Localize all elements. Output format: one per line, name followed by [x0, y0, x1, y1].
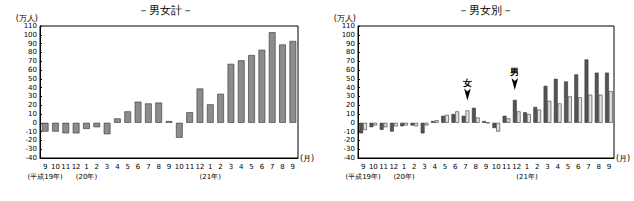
svg-text:3: 3	[229, 163, 233, 171]
svg-text:12: 12	[72, 163, 81, 171]
svg-text:6: 6	[260, 163, 265, 171]
svg-text:60: 60	[346, 66, 355, 74]
svg-text:110: 110	[342, 22, 355, 30]
svg-text:5: 5	[249, 163, 253, 171]
svg-text:(20年): (20年)	[76, 173, 98, 181]
svg-text:4: 4	[555, 163, 560, 171]
svg-text:20: 20	[346, 101, 355, 109]
svg-text:40: 40	[28, 84, 37, 92]
svg-text:4: 4	[239, 163, 244, 171]
svg-text:8: 8	[156, 163, 160, 171]
svg-text:8: 8	[596, 163, 600, 171]
svg-text:70: 70	[28, 57, 37, 65]
svg-text:8: 8	[280, 163, 284, 171]
svg-text:0: 0	[351, 119, 355, 127]
svg-text:(21年): (21年)	[200, 173, 222, 181]
svg-text:30: 30	[346, 92, 355, 100]
svg-text:50: 50	[28, 75, 37, 83]
svg-text:6: 6	[453, 163, 458, 171]
svg-text:100: 100	[342, 31, 355, 39]
svg-text:(万人): (万人)	[333, 13, 356, 23]
svg-text:10: 10	[492, 163, 501, 171]
svg-text:7: 7	[586, 163, 590, 171]
svg-text:12: 12	[512, 163, 521, 171]
svg-text:9: 9	[361, 163, 365, 171]
svg-text:1: 1	[402, 163, 406, 171]
svg-text:2: 2	[218, 163, 222, 171]
svg-text:6: 6	[136, 163, 141, 171]
svg-text:12: 12	[389, 163, 398, 171]
svg-text:－男女計－: －男女計－	[138, 4, 193, 17]
svg-text:4: 4	[433, 163, 438, 171]
svg-text:7: 7	[270, 163, 274, 171]
svg-text:6: 6	[576, 163, 581, 171]
svg-text:10: 10	[51, 163, 60, 171]
svg-text:2: 2	[95, 163, 99, 171]
svg-text:30: 30	[28, 92, 37, 100]
svg-text:1: 1	[208, 163, 212, 171]
svg-text:60: 60	[28, 66, 37, 74]
svg-text:-20: -20	[344, 136, 355, 144]
svg-text:5: 5	[566, 163, 570, 171]
svg-text:110: 110	[24, 22, 37, 30]
svg-text:3: 3	[545, 163, 549, 171]
svg-text:40: 40	[346, 84, 355, 92]
svg-text:(月): (月)	[300, 154, 314, 163]
svg-text:-10: -10	[344, 128, 355, 136]
svg-text:(万人): (万人)	[15, 13, 38, 23]
svg-text:9: 9	[43, 163, 47, 171]
svg-text:(20年): (20年)	[393, 173, 415, 181]
svg-text:9: 9	[291, 163, 295, 171]
svg-text:1: 1	[525, 163, 529, 171]
svg-text:50: 50	[346, 75, 355, 83]
svg-text:90: 90	[346, 40, 355, 48]
svg-text:100: 100	[24, 31, 37, 39]
svg-text:11: 11	[379, 163, 388, 171]
svg-text:11: 11	[61, 163, 70, 171]
svg-text:(平成19年): (平成19年)	[345, 173, 381, 181]
svg-text:(平成19年): (平成19年)	[27, 173, 63, 181]
svg-text:90: 90	[28, 40, 37, 48]
svg-text:7: 7	[463, 163, 467, 171]
svg-text:5: 5	[125, 163, 129, 171]
svg-text:(21年): (21年)	[516, 173, 538, 181]
svg-text:10: 10	[346, 110, 355, 118]
svg-text:10: 10	[28, 110, 37, 118]
svg-text:80: 80	[346, 48, 355, 56]
svg-text:10: 10	[175, 163, 184, 171]
svg-text:-40: -40	[344, 154, 355, 162]
svg-text:3: 3	[422, 163, 426, 171]
svg-text:8: 8	[474, 163, 478, 171]
svg-text:1: 1	[84, 163, 88, 171]
svg-text:7: 7	[146, 163, 150, 171]
svg-text:3: 3	[105, 163, 109, 171]
svg-text:4: 4	[115, 163, 120, 171]
svg-text:(月): (月)	[616, 154, 630, 163]
svg-text:男: 男	[509, 67, 519, 77]
svg-text:-20: -20	[26, 136, 37, 144]
svg-text:80: 80	[28, 48, 37, 56]
svg-text:9: 9	[167, 163, 171, 171]
svg-text:5: 5	[443, 163, 447, 171]
svg-text:11: 11	[502, 163, 511, 171]
svg-text:2: 2	[535, 163, 539, 171]
svg-text:-30: -30	[26, 145, 37, 153]
svg-text:2: 2	[412, 163, 416, 171]
svg-text:9: 9	[484, 163, 488, 171]
svg-text:女: 女	[462, 78, 472, 88]
svg-text:12: 12	[195, 163, 204, 171]
svg-text:-10: -10	[26, 128, 37, 136]
svg-text:－男女別－: －男女別－	[458, 4, 513, 17]
svg-text:11: 11	[185, 163, 194, 171]
svg-text:0: 0	[33, 119, 37, 127]
svg-text:-30: -30	[344, 145, 355, 153]
svg-text:-40: -40	[26, 154, 37, 162]
svg-text:70: 70	[346, 57, 355, 65]
svg-text:20: 20	[28, 101, 37, 109]
svg-text:9: 9	[607, 163, 611, 171]
svg-text:10: 10	[369, 163, 378, 171]
